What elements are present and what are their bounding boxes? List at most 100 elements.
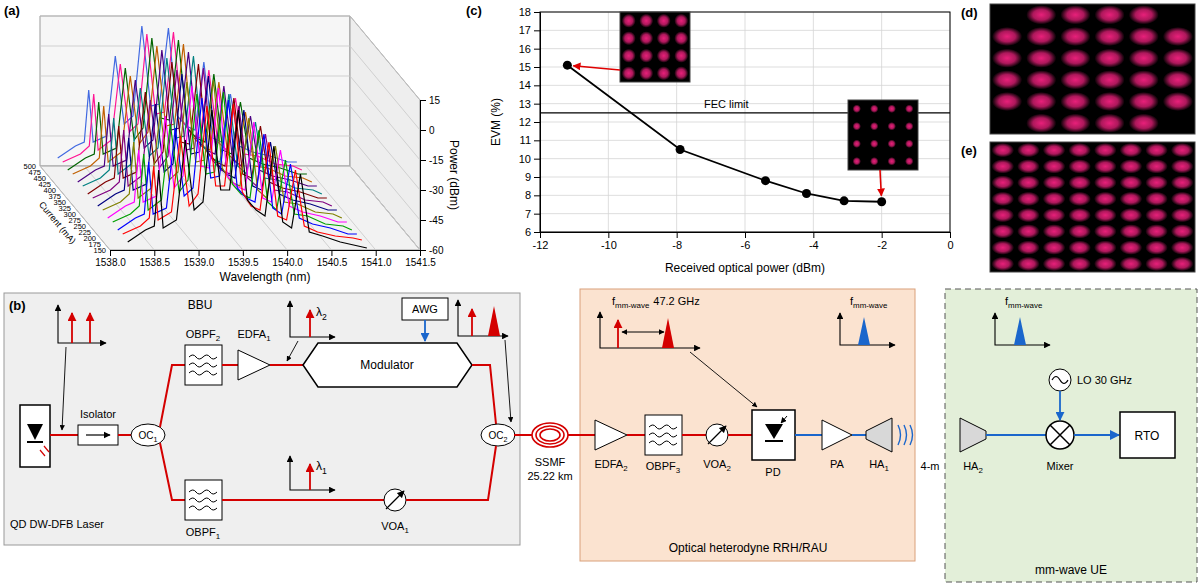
symbol-cluster (992, 70, 1022, 89)
label-text: OC (489, 430, 504, 441)
modulator (303, 343, 472, 387)
grid-line (540, 213, 950, 214)
oscillator-wave (1052, 377, 1068, 384)
label-subscript: 2 (504, 435, 508, 444)
tick: -15 (420, 155, 444, 166)
symbol-cluster (1068, 159, 1091, 173)
symbol-cluster (1095, 27, 1125, 46)
spectrum-axes (58, 305, 106, 343)
symbol-cluster (1043, 208, 1066, 222)
spectral-line (309, 310, 311, 337)
symbol-cluster (1120, 208, 1143, 222)
label-subscript: 2 (322, 312, 327, 322)
label-subscript: 1 (216, 532, 221, 541)
label: 4-m (921, 460, 940, 472)
tick-label: -6 (741, 239, 751, 251)
annotation: FEC limit (704, 98, 749, 110)
tick-mark (110, 250, 111, 256)
plot-area (540, 12, 950, 232)
section-title: Optical heterodyne RRH/RAU (669, 541, 828, 555)
connector (728, 434, 752, 436)
tick-mark (608, 232, 609, 238)
box-frame (40, 16, 420, 250)
tick-label: 1541.0 (361, 257, 392, 268)
grid-line (540, 195, 950, 196)
symbol-cluster (674, 49, 688, 63)
horn-antenna (866, 418, 892, 452)
spectral-line (471, 309, 473, 336)
tick-mark (534, 232, 540, 233)
photodiode (752, 410, 795, 460)
tick-label: -4 (809, 239, 819, 251)
symbol-cluster (1017, 175, 1040, 189)
tick: 16 (519, 43, 540, 55)
tick-label: -12 (533, 239, 549, 251)
symbol-cluster (992, 208, 1015, 222)
tick-mark (243, 250, 244, 256)
data-point (563, 61, 572, 70)
connector (1074, 434, 1119, 436)
oscilloscope (1120, 412, 1175, 458)
symbol-cluster (888, 140, 896, 148)
symbol-cluster (1060, 5, 1090, 24)
plot-frame (540, 12, 950, 232)
label-subscript: mm-wave (1008, 301, 1043, 310)
plot-background (620, 12, 690, 82)
section-box (4, 293, 520, 545)
label-detail: 47.2 GHz (653, 295, 699, 307)
xticks-axis: -12-10-8-6-4-20 (533, 232, 954, 251)
tick-label: -60 (429, 245, 444, 256)
data-line (567, 65, 881, 202)
grid-line (540, 30, 950, 31)
tick-mark (331, 250, 332, 256)
label: OC1 (139, 430, 158, 444)
symbol-cluster (1060, 70, 1090, 89)
clusters (992, 5, 1193, 132)
spectrum-axes (458, 300, 508, 336)
tick: -60 (420, 245, 444, 256)
tick-label: 10 (519, 153, 531, 165)
mixer-cross (1050, 425, 1070, 445)
symbol-cluster (992, 49, 1022, 68)
label-text: PA (830, 458, 845, 470)
label-text: OBPF (646, 460, 676, 472)
tick: -45 (420, 215, 444, 226)
connector (222, 499, 384, 501)
tick-label: 11 (520, 134, 531, 146)
symbol-cluster (639, 49, 653, 63)
label-subscript: 1 (154, 435, 158, 444)
symbol-cluster (622, 49, 636, 63)
symbol-cluster (1129, 114, 1159, 133)
tick: 10 (519, 153, 540, 165)
grid-line (540, 67, 950, 68)
tick-label: 1540.5 (317, 257, 348, 268)
section-box (945, 289, 1197, 582)
panel-diagram: BBUOptical heterodyne RRH/RAUmm-wave UEQ… (4, 289, 1197, 582)
tick-mark (534, 195, 540, 196)
laser-beam (40, 446, 49, 456)
symbol-cluster (905, 105, 913, 113)
tick-label: 12 (519, 116, 531, 128)
filter (185, 345, 222, 385)
symbol-cluster (657, 31, 671, 45)
label-text: HA (869, 458, 885, 470)
isolator-arrow (86, 434, 110, 435)
data-point (877, 197, 886, 206)
symbol-cluster (1145, 159, 1168, 173)
tick-mark (287, 250, 288, 256)
modulated-signal (662, 318, 674, 348)
filter-wave (189, 363, 217, 367)
connector (627, 434, 645, 436)
symbol-cluster (853, 105, 861, 113)
label: fmm-wave47.2 GHz (612, 295, 700, 310)
tick-mark (420, 160, 426, 161)
symbol-cluster (1171, 224, 1194, 238)
plot-background (990, 4, 1195, 134)
symbol-cluster (1145, 192, 1168, 206)
signal-arrow (424, 320, 426, 341)
laser (20, 405, 50, 467)
label: OBPF1 (186, 526, 221, 541)
symbol-cluster (1145, 240, 1168, 254)
leader-line (690, 352, 757, 407)
symbol-cluster (1017, 224, 1040, 238)
